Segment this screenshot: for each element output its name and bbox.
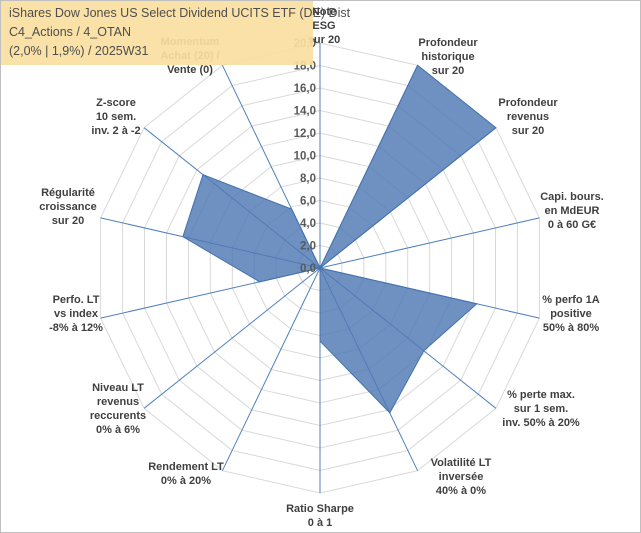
axis-label-7: Volatilité LT inversée 40% à 0%: [431, 457, 492, 497]
axis-label-2: Profondeur historique sur 20: [418, 37, 478, 77]
chart-title-line-2: C4_Actions / 4_OTAN: [9, 25, 132, 39]
axis-label-5: % perfo 1A positive 50% à 80%: [542, 294, 600, 334]
axis-label-8: Ratio Sharpe 0 à 1: [286, 503, 354, 529]
axis-label-6: % perte max. sur 1 sem. inv. 50% à 20%: [502, 389, 580, 429]
tick-label: 12,0: [294, 128, 316, 140]
tick-label: 10,0: [294, 151, 316, 163]
axis-spoke-10: [143, 267, 321, 409]
axis-label-12: Régularité croissance sur 20: [39, 187, 96, 227]
tick-label: 4,0: [300, 218, 316, 230]
chart-title-line-1: iShares Dow Jones US Select Dividend UCI…: [9, 6, 351, 20]
series-area-1: [182, 64, 497, 414]
axis-label-3: Profondeur revenus sur 20: [498, 97, 558, 137]
tick-label: 16,0: [294, 83, 316, 95]
axis-spoke-9: [221, 267, 321, 471]
chart-title-line-3: (2,0% | 1,9%) / 2025W31: [9, 44, 149, 58]
tick-label: 6,0: [300, 196, 316, 208]
tick-label: 14,0: [294, 106, 316, 118]
axis-label-11: Perfo. LT vs index -8% à 12%: [49, 294, 103, 334]
axis-label-13: Z-score 10 sem. inv. 2 à -2: [91, 97, 140, 137]
tick-label: 8,0: [300, 173, 316, 185]
axis-label-4: Capi. bours. en MdEUR 0 à 60 G€: [540, 191, 604, 231]
axis-label-9: Rendement LT 0% à 20%: [148, 461, 224, 487]
axis-label-10: Niveau LT revenus reccurents 0% à 6%: [90, 382, 146, 436]
tick-label: 2,0: [300, 241, 316, 253]
chart-title-box: iShares Dow Jones US Select Dividend UCI…: [1, 1, 350, 65]
axis-label-1: Note ESG sur 20: [308, 6, 340, 46]
tick-label: 0,0: [300, 263, 316, 275]
axis-spoke-4: [319, 217, 540, 269]
